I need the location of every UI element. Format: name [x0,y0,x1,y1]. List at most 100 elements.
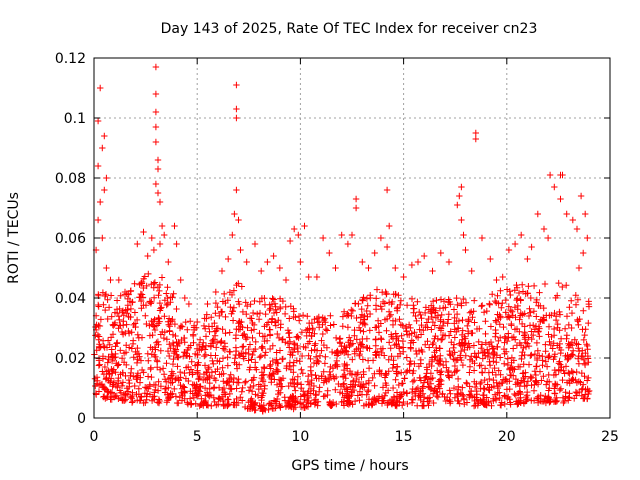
data-point [301,392,308,399]
data-point [225,381,233,389]
data-point [257,352,265,360]
data-point [454,391,461,398]
data-point [211,398,218,406]
data-point [546,378,553,386]
data-point [550,340,557,347]
data-point [406,361,413,368]
data-point [220,384,228,392]
data-point [184,399,191,406]
data-point [459,384,466,391]
data-point [156,397,163,405]
data-point [563,332,571,339]
data-point [286,344,293,351]
data-point [178,397,186,404]
data-point [190,324,198,331]
data-point [455,386,462,393]
data-point [413,317,420,325]
data-point [108,396,115,403]
data-point [572,376,579,384]
data-point [313,273,321,281]
data-point [104,296,111,303]
data-point [466,343,473,351]
data-point [298,329,306,336]
data-point [457,341,464,349]
data-point [229,308,236,315]
data-point [333,400,340,408]
data-point [92,323,99,331]
data-point [413,333,420,340]
data-point [459,361,467,369]
data-point [225,255,232,263]
data-point [546,338,553,345]
data-point [344,397,351,404]
data-point [187,366,195,373]
data-point [96,341,103,348]
data-point [414,258,422,266]
data-point [467,392,474,399]
data-point [497,334,504,341]
data-point [389,317,397,324]
data-point [309,325,316,332]
data-point [133,316,141,324]
data-point [519,288,527,295]
data-point [533,354,541,362]
data-point [542,358,549,365]
data-point [343,348,350,355]
data-point [131,382,138,390]
data-point [239,384,246,392]
data-point [385,356,392,363]
data-point [372,324,379,331]
data-point [522,343,530,351]
data-point [484,353,492,361]
data-point [444,320,451,327]
data-point [145,270,152,278]
data-point [308,376,315,384]
data-point [557,335,565,342]
data-point [342,392,350,399]
data-point [211,332,219,339]
data-point [270,252,277,260]
data-point [287,348,295,356]
data-point [290,369,297,376]
data-point [536,289,543,296]
data-point [143,320,150,328]
data-point [262,310,269,318]
data-point [339,313,347,320]
data-point [274,368,282,375]
data-point [310,359,318,367]
data-point [185,300,193,308]
data-point [97,84,104,92]
data-point [261,295,268,302]
data-point [235,216,242,224]
data-point [524,255,531,263]
data-point [451,362,459,370]
data-point [506,288,513,295]
data-point [377,320,384,327]
data-point [522,369,529,376]
data-point [115,313,122,320]
data-point [453,328,460,336]
data-point [466,369,473,376]
data-point [467,388,475,395]
data-point [493,359,500,366]
data-point [445,372,452,380]
data-point [408,388,416,396]
data-point [108,357,116,365]
data-point [102,306,109,314]
data-point [326,398,333,406]
data-point [114,339,121,346]
data-point [206,379,213,387]
data-point [421,309,429,317]
data-point [277,404,284,411]
data-point [273,400,280,407]
data-point [351,326,358,334]
data-point [502,296,509,304]
data-point [274,330,281,338]
data-point [238,350,245,357]
data-point [499,273,506,281]
data-point [112,343,119,350]
data-point [140,275,147,282]
data-point [512,336,519,343]
data-point [408,295,416,303]
data-point [516,363,524,371]
